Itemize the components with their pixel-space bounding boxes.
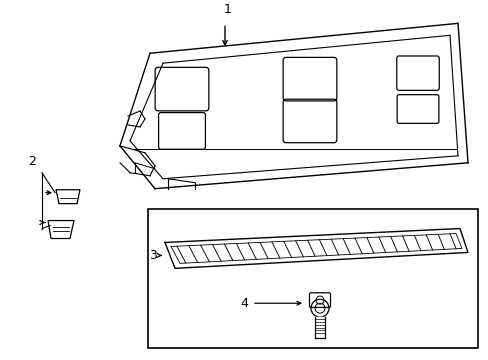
Text: 4: 4 xyxy=(240,297,247,310)
Text: 3: 3 xyxy=(149,249,157,262)
Text: 2: 2 xyxy=(28,155,36,168)
Bar xyxy=(148,208,477,348)
Polygon shape xyxy=(314,317,325,338)
FancyBboxPatch shape xyxy=(309,293,330,307)
Circle shape xyxy=(310,299,328,317)
Text: 1: 1 xyxy=(224,3,231,17)
Polygon shape xyxy=(164,229,467,268)
